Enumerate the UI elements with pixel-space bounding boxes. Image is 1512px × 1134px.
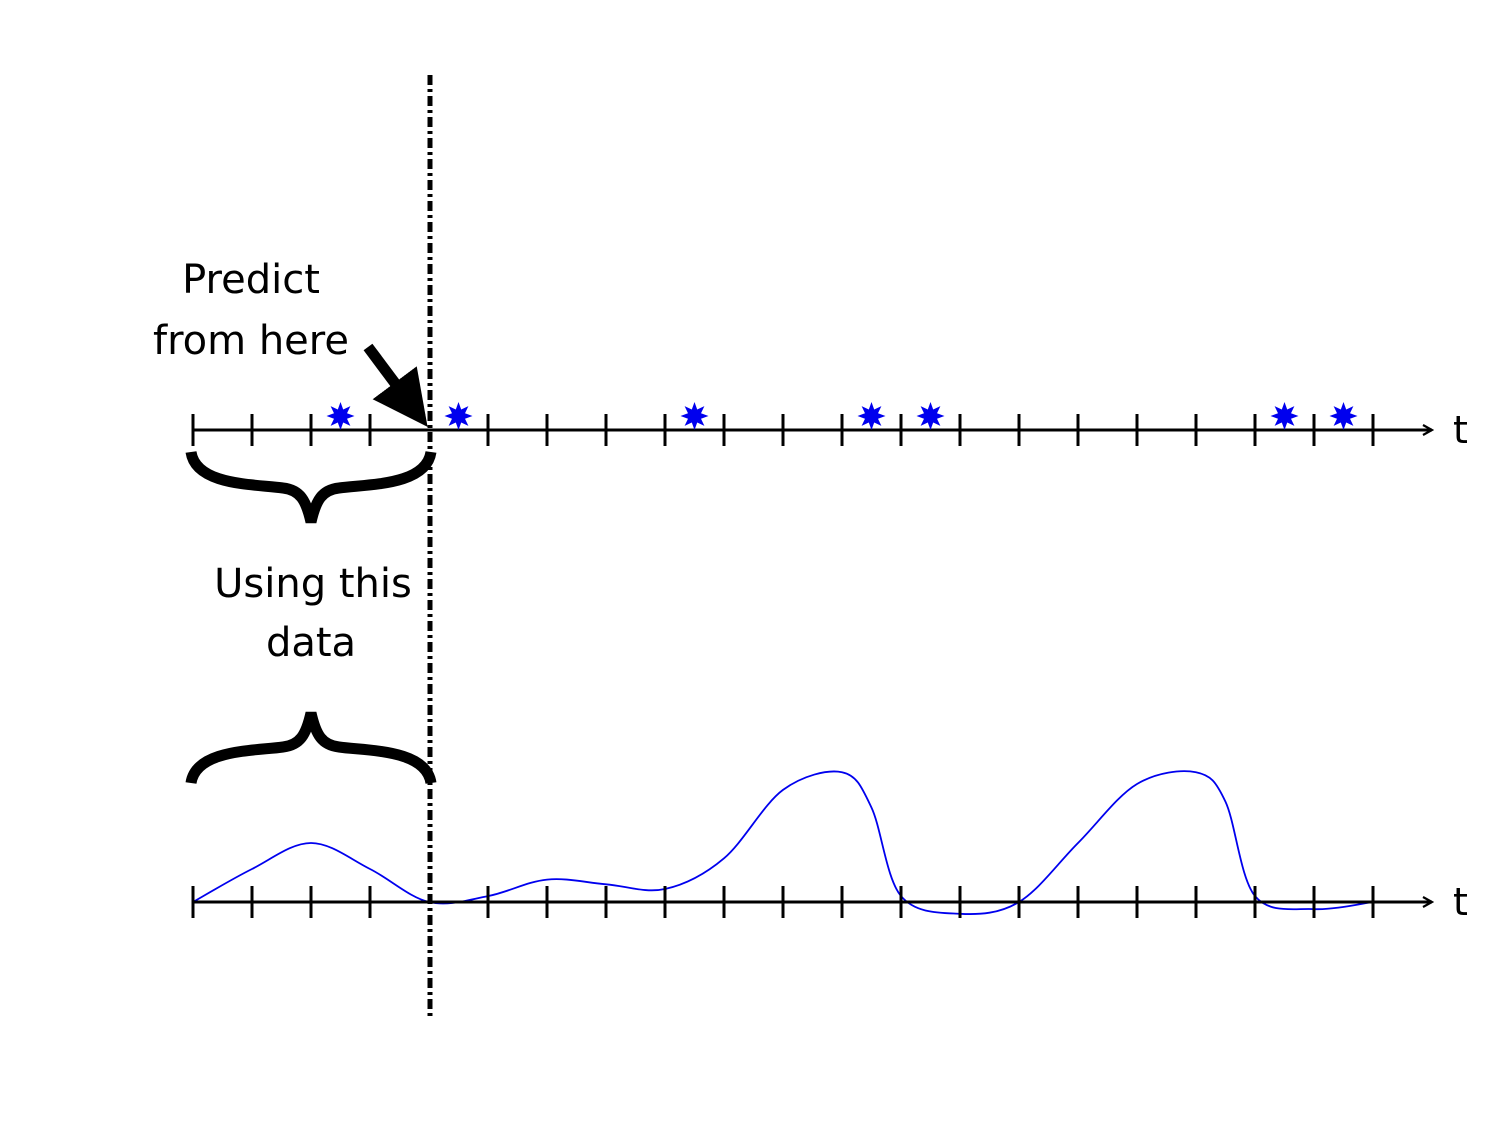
using-data-label-line1: Using this [214,561,412,607]
event-marker [916,402,945,430]
predict-label-line1: Predict [182,257,320,303]
top-curly-brace [185,450,437,524]
predict-pointer-arrow [363,343,428,427]
top-timeline: t [191,402,1468,452]
bottom-timeline: t [191,770,1468,924]
event-marker [1329,402,1358,430]
intensity-curve [192,770,1374,915]
event-markers [326,402,1358,430]
predict-label-line2: from here [153,318,349,364]
top-axis-ticks [191,414,1375,446]
top-axis-label: t [1453,408,1468,452]
using-data-label-line2: data [266,620,356,666]
bottom-axis-ticks [191,886,1375,918]
event-marker [857,402,886,430]
event-marker [326,402,355,430]
bottom-axis-label: t [1453,880,1468,924]
event-marker [680,402,709,430]
event-marker [1270,402,1299,430]
bottom-curly-brace [185,711,437,785]
event-marker [444,402,473,430]
